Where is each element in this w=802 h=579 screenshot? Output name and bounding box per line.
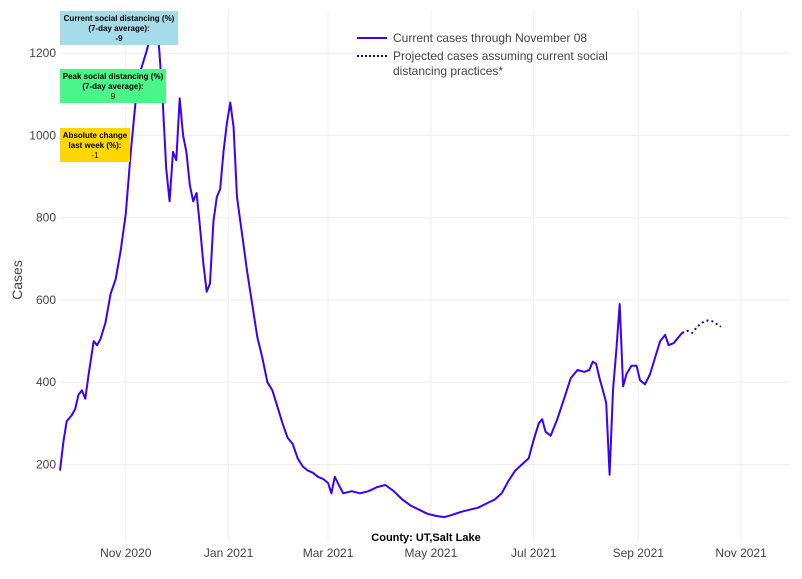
x-tick-label: Jul 2021 bbox=[511, 546, 557, 560]
legend-label-projected: Projected cases assuming current social … bbox=[393, 49, 608, 78]
y-axis-label: Cases bbox=[9, 260, 25, 300]
x-tick-label: Jan 2021 bbox=[204, 546, 254, 560]
current-distancing-value: -9 bbox=[115, 34, 123, 43]
peak-distancing-value: 9 bbox=[110, 92, 116, 101]
y-tick-label: 200 bbox=[36, 457, 56, 471]
x-tick-label: Nov 2020 bbox=[100, 546, 152, 560]
current-distancing-box: Current social distancing (%) (7-day ave… bbox=[60, 11, 178, 45]
current-distancing-title: Current social distancing (%) (7-day ave… bbox=[63, 14, 175, 33]
legend-label-current: Current cases through November 08 bbox=[393, 31, 588, 45]
y-tick-label: 1000 bbox=[29, 128, 56, 142]
grid bbox=[60, 10, 790, 540]
x-tick-label: May 2021 bbox=[405, 546, 458, 560]
y-tick-label: 400 bbox=[36, 375, 56, 389]
legend-item-projected[interactable]: Projected cases assuming current social … bbox=[357, 49, 623, 79]
y-tick-label: 1200 bbox=[29, 46, 56, 60]
absolute-change-value: -1 bbox=[91, 151, 99, 160]
series-projected-cases-line bbox=[681, 319, 722, 334]
x-tick-label: Sep 2021 bbox=[613, 546, 665, 560]
legend: Current cases through November 08 Projec… bbox=[357, 31, 623, 82]
y-tick-label: 600 bbox=[36, 293, 56, 307]
x-tick-label: Mar 2021 bbox=[303, 546, 354, 560]
legend-dotted-swatch bbox=[357, 49, 387, 57]
legend-item-current[interactable]: Current cases through November 08 bbox=[357, 31, 623, 46]
y-tick-label: 800 bbox=[36, 211, 56, 225]
tick-labels: 200 400 600 800 1000 1200 Nov 2020 Jan 2021 Mar … bbox=[29, 46, 767, 560]
absolute-change-title: Absolute change last week (%): bbox=[62, 131, 128, 150]
absolute-change-box: Absolute change last week (%): -1 bbox=[60, 128, 130, 162]
county-caption: County: UT,Salt Lake bbox=[371, 532, 481, 544]
peak-distancing-box: Peak social distancing (%) (7-day averag… bbox=[60, 69, 166, 103]
legend-solid-swatch bbox=[357, 31, 387, 39]
x-tick-label: Nov 2021 bbox=[715, 546, 767, 560]
peak-distancing-title: Peak social distancing (%) (7-day averag… bbox=[62, 72, 164, 91]
